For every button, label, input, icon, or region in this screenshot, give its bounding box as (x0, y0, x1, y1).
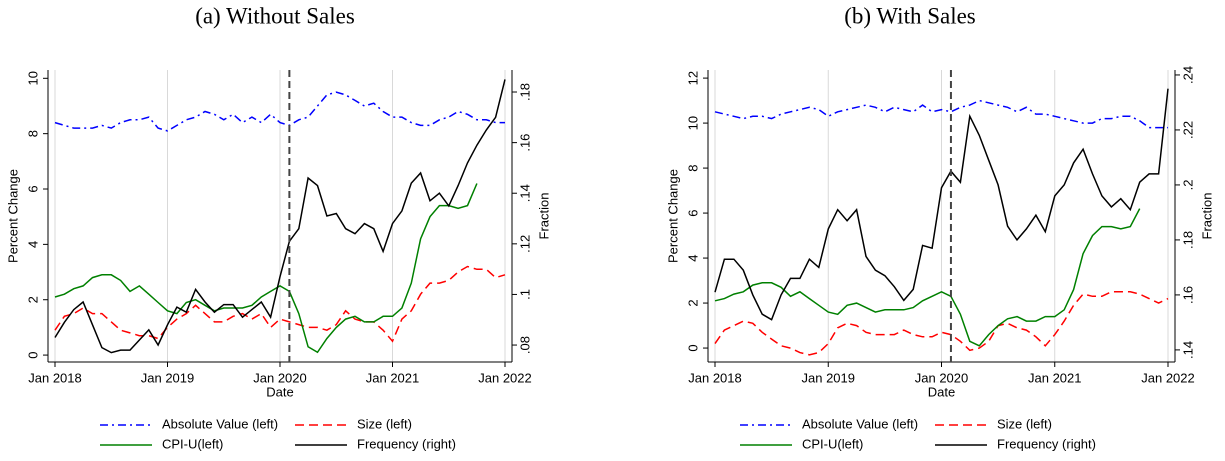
y2-tick-label: .2 (1180, 180, 1195, 191)
x-axis-label: Date (928, 384, 955, 399)
y2-tick-label: .18 (517, 83, 532, 101)
y2-tick-label: .18 (1180, 231, 1195, 249)
legend-label: CPI-U(left) (162, 436, 223, 451)
series-line (714, 99, 1168, 129)
y2-tick-label: .24 (1180, 66, 1195, 84)
y2-tick-label: .12 (517, 235, 532, 253)
x-tick-label: Jan 2019 (802, 370, 856, 385)
y2-axis-label: Fraction (1199, 193, 1214, 240)
series-line (714, 208, 1141, 347)
x-tick-label: Jan 2022 (478, 370, 532, 385)
x-tick-label: Jan 2020 (253, 370, 307, 385)
legend-label: Frequency (right) (997, 436, 1096, 451)
y2-tick-label: .14 (517, 184, 532, 202)
legend-label: CPI-U(left) (802, 436, 863, 451)
series-line (54, 265, 506, 343)
y-tick-label: 10 (685, 116, 700, 130)
y-tick-label: 8 (685, 164, 700, 171)
y2-axis-label: Fraction (536, 193, 551, 240)
y-tick-label: 2 (685, 299, 700, 306)
x-tick-label: Jan 2018 (28, 370, 82, 385)
x-tick-label: Jan 2021 (366, 370, 420, 385)
series-line (54, 79, 506, 354)
series-line (54, 183, 478, 354)
legend-label: Absolute Value (left) (802, 416, 918, 431)
x-tick-label: Jan 2021 (1028, 370, 1082, 385)
y-tick-label: 0 (25, 351, 40, 358)
series-line (714, 88, 1169, 321)
x-axis-label: Date (266, 384, 293, 399)
y2-tick-label: .08 (517, 336, 532, 354)
x-tick-label: Jan 2020 (915, 370, 969, 385)
y2-tick-label: .22 (1180, 121, 1195, 139)
y-tick-label: 0 (685, 344, 700, 351)
y-tick-label: 6 (685, 209, 700, 216)
y-tick-label: 8 (25, 130, 40, 137)
chart-title: (a) Without Sales (195, 3, 355, 28)
legend-label: Size (left) (997, 416, 1052, 431)
y-tick-label: 6 (25, 185, 40, 192)
y-axis-label: Percent Change (5, 169, 20, 263)
y2-tick-label: .16 (1180, 286, 1195, 304)
series-line (54, 91, 505, 132)
y-tick-label: 10 (25, 71, 40, 85)
y-tick-label: 4 (25, 241, 40, 248)
legend-label: Frequency (right) (357, 436, 456, 451)
y-tick-label: 12 (685, 71, 700, 85)
series-line (714, 291, 1169, 356)
y-axis-label: Percent Change (665, 169, 680, 263)
legend-label: Absolute Value (left) (162, 416, 278, 431)
y-tick-label: 4 (685, 254, 700, 261)
legend-label: Size (left) (357, 416, 412, 431)
y2-tick-label: .1 (517, 289, 532, 300)
y-tick-label: 2 (25, 296, 40, 303)
y2-tick-label: .16 (517, 134, 532, 152)
y2-tick-label: .14 (1180, 341, 1195, 359)
x-tick-label: Jan 2019 (141, 370, 195, 385)
x-tick-label: Jan 2018 (688, 370, 742, 385)
chart-title: (b) With Sales (844, 3, 976, 28)
x-tick-label: Jan 2022 (1141, 370, 1195, 385)
